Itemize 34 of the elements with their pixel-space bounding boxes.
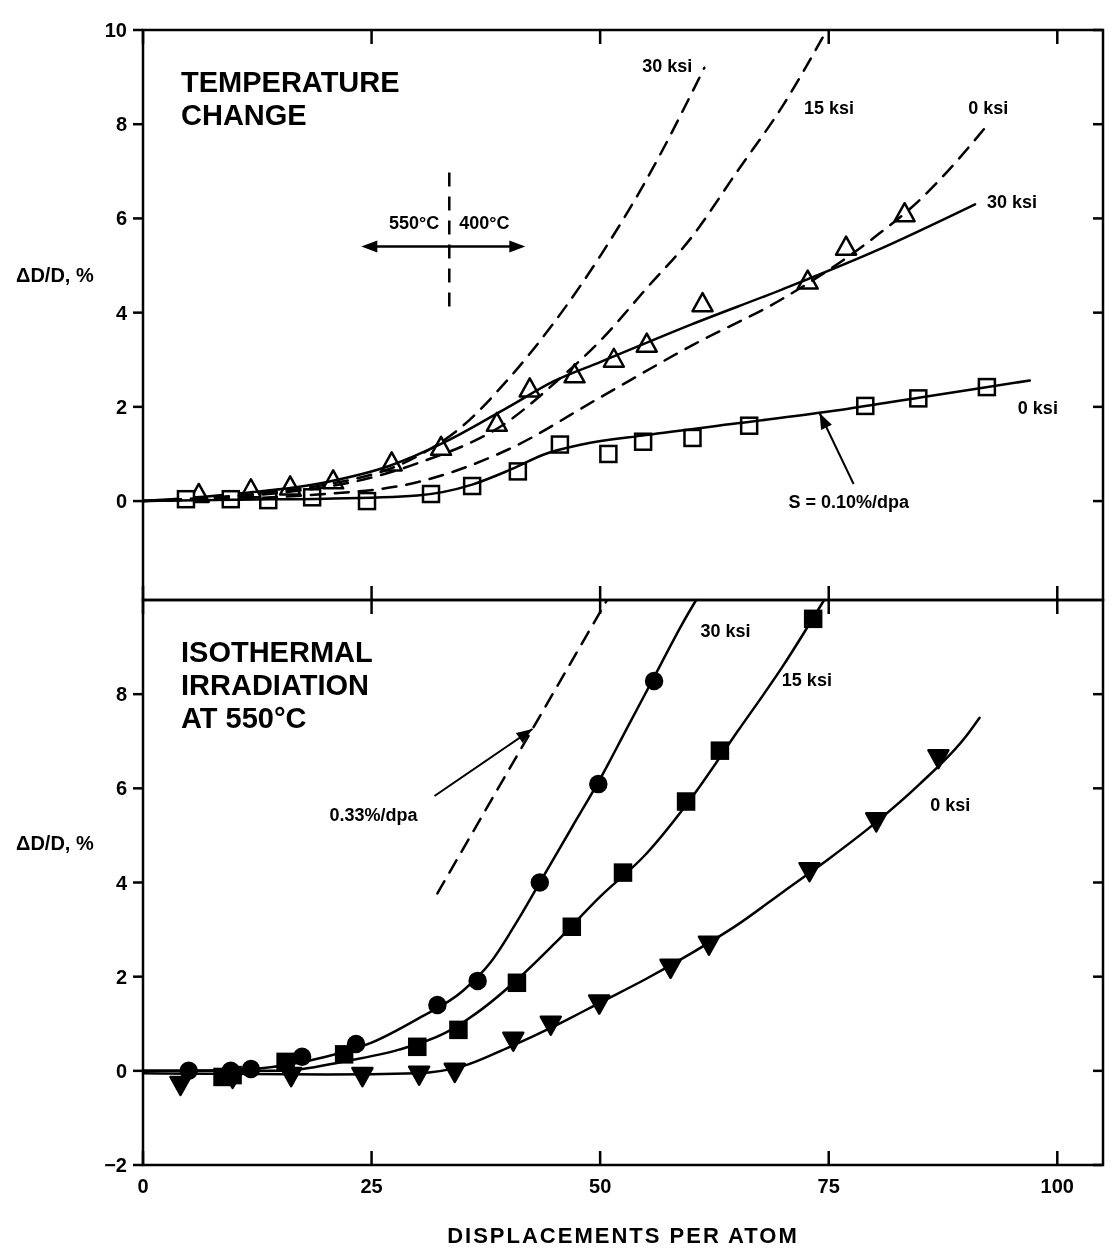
y-tick-label: 8 xyxy=(115,113,127,136)
y-tick-label: 0 xyxy=(115,490,127,513)
x-tick-label: 0 xyxy=(137,1175,149,1197)
annotation: 0.33%/dpa xyxy=(329,805,419,826)
y-tick-label: −2 xyxy=(104,1154,127,1176)
x-tick-label: 25 xyxy=(360,1175,383,1197)
annotation: 550°C xyxy=(389,212,440,233)
annotation: 15 ksi xyxy=(781,670,832,691)
y-tick-label: 4 xyxy=(115,871,128,894)
text: ISOTHERMAL IRRADIATION AT 550°C xyxy=(181,636,373,734)
annotation: 30 ksi xyxy=(700,620,751,641)
y-tick-label: 0 xyxy=(115,1059,127,1082)
x-tick-label: 100 xyxy=(1040,1175,1074,1197)
x-tick-label: 75 xyxy=(817,1175,840,1197)
y-tick-label: 10 xyxy=(104,19,127,41)
annotation: 0 ksi xyxy=(1017,398,1058,419)
y-axis-title: ΔD/D, % xyxy=(16,831,94,854)
x-axis-title: DISPLACEMENTS PER ATOM xyxy=(447,1223,799,1248)
y-tick-label: 6 xyxy=(115,777,127,800)
y-axis-title: ΔD/D, % xyxy=(16,264,94,286)
annotation: S = 0.10%/dpa xyxy=(788,491,911,512)
annotation: 0 ksi xyxy=(968,97,1009,118)
y-tick-label: 4 xyxy=(115,301,128,324)
annotation: 15 ksi xyxy=(804,98,855,119)
annotation: 30 ksi xyxy=(642,55,693,76)
annotation: 30 ksi xyxy=(987,192,1038,213)
x-tick-label: 50 xyxy=(589,1175,612,1197)
y-tick-label: 8 xyxy=(115,683,127,706)
annotation: 400°C xyxy=(459,212,510,233)
y-tick-label: 2 xyxy=(115,965,127,988)
annotation: 0 ksi xyxy=(930,794,971,815)
text: TEMPERATURE CHANGE xyxy=(181,66,400,131)
y-tick-label: 2 xyxy=(115,395,127,418)
y-tick-label: 6 xyxy=(115,207,127,230)
